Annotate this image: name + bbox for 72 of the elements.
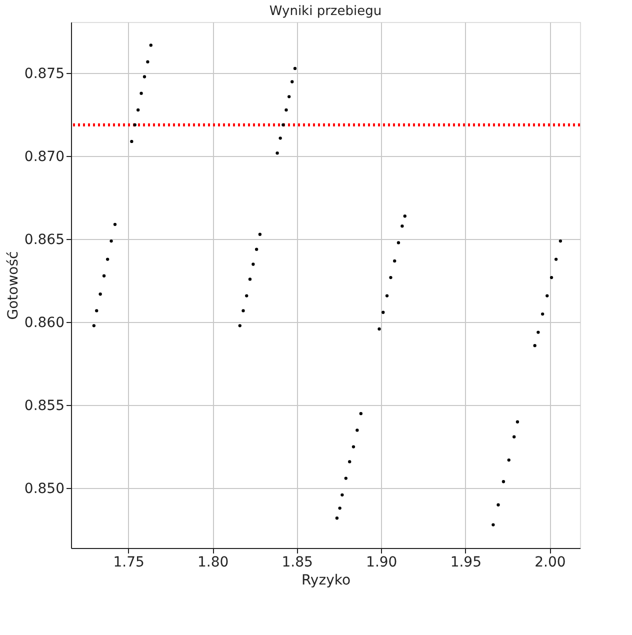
point (516, 420, 520, 424)
point (238, 324, 242, 328)
point (293, 66, 297, 70)
y-tick-label: 0.875 (24, 66, 64, 82)
point (541, 312, 544, 316)
point (146, 60, 150, 64)
point (502, 480, 506, 484)
point (140, 92, 143, 95)
x-tick-label: 1.85 (282, 554, 313, 570)
point (95, 309, 98, 312)
point (546, 294, 549, 298)
point (382, 310, 385, 314)
x-tick-label: 1.80 (197, 554, 229, 570)
point (335, 516, 339, 520)
point (550, 276, 554, 280)
point (554, 258, 558, 261)
y-tick-label: 0.865 (24, 232, 64, 248)
point (252, 262, 255, 266)
point (344, 476, 348, 480)
point (348, 460, 352, 464)
point (385, 294, 389, 298)
point (536, 330, 540, 334)
point (338, 506, 342, 510)
point (340, 493, 344, 496)
point (106, 258, 110, 261)
x-axis-title: Ryzyko (301, 572, 351, 588)
x-tick-label: 1.95 (450, 554, 482, 570)
point (278, 136, 282, 140)
x-tick-label: 2.00 (534, 554, 566, 570)
point (245, 294, 248, 298)
point (288, 95, 291, 98)
point (110, 239, 113, 243)
point (136, 108, 140, 112)
point (352, 445, 356, 448)
point (254, 248, 258, 251)
y-tick-label: 0.860 (24, 314, 64, 331)
y-tick-label: 0.850 (24, 480, 64, 497)
point (378, 327, 381, 331)
point (290, 80, 294, 84)
point (400, 224, 404, 228)
point (389, 276, 392, 280)
point (492, 523, 495, 526)
point (276, 152, 279, 155)
point (113, 222, 117, 226)
point (248, 278, 252, 281)
point (98, 292, 102, 296)
point (142, 75, 146, 78)
point (242, 309, 245, 312)
y-axis-title: Gotowość (5, 251, 22, 320)
point (130, 140, 134, 144)
point (396, 241, 400, 244)
point (92, 324, 96, 328)
point (558, 239, 562, 243)
point (258, 232, 262, 236)
point (507, 458, 510, 462)
y-tick-label: 0.855 (24, 398, 64, 414)
point (403, 214, 406, 218)
x-tick-label: 1.90 (366, 554, 398, 570)
point (282, 123, 285, 126)
point (393, 259, 396, 263)
point (284, 108, 288, 112)
chart-title: Wyniki przebiegu (269, 4, 382, 19)
x-tick-label: 1.75 (113, 554, 144, 570)
point (356, 428, 359, 432)
point (149, 44, 152, 47)
point (512, 435, 516, 438)
point (359, 412, 362, 416)
point (133, 123, 136, 126)
point (102, 274, 106, 278)
y-tick-label: 0.870 (24, 148, 64, 165)
point (533, 344, 536, 348)
point (496, 503, 500, 506)
